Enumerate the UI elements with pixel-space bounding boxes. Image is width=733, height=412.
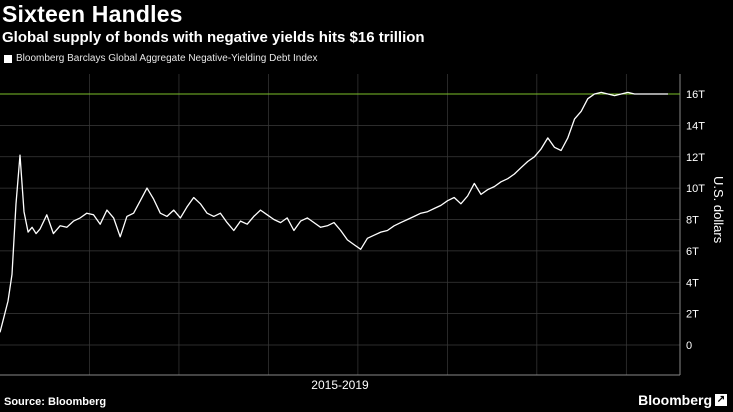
series-line (0, 91, 668, 333)
brand-name: Bloomberg (638, 392, 712, 408)
y-tick-label: 10T (686, 183, 705, 195)
y-tick-label: 14T (686, 120, 705, 132)
legend-swatch (4, 54, 12, 63)
chart-title: Sixteen Handles (2, 1, 183, 27)
y-tick-label: 4T (686, 277, 699, 289)
y-tick-label: 2T (686, 309, 699, 321)
y-tick-label: 8T (686, 215, 699, 227)
legend: Bloomberg Barclays Global Aggregate Nega… (4, 53, 317, 64)
bloomberg-logo: Bloomberg ↗ (638, 392, 727, 408)
y-axis-title: U.S. dollars (711, 176, 726, 244)
source-note: Source: Bloomberg (4, 396, 107, 408)
y-tick-label: 16T (686, 89, 705, 101)
y-tick-label: 6T (686, 246, 699, 258)
y-tick-label: 12T (686, 152, 705, 164)
x-axis-label: 2015-2019 (311, 378, 369, 392)
y-tick-label: 0 (686, 340, 692, 352)
legend-label: Bloomberg Barclays Global Aggregate Nega… (16, 53, 318, 64)
chart-subtitle: Global supply of bonds with negative yie… (2, 29, 425, 46)
brand-mark-icon: ↗ (715, 394, 727, 406)
